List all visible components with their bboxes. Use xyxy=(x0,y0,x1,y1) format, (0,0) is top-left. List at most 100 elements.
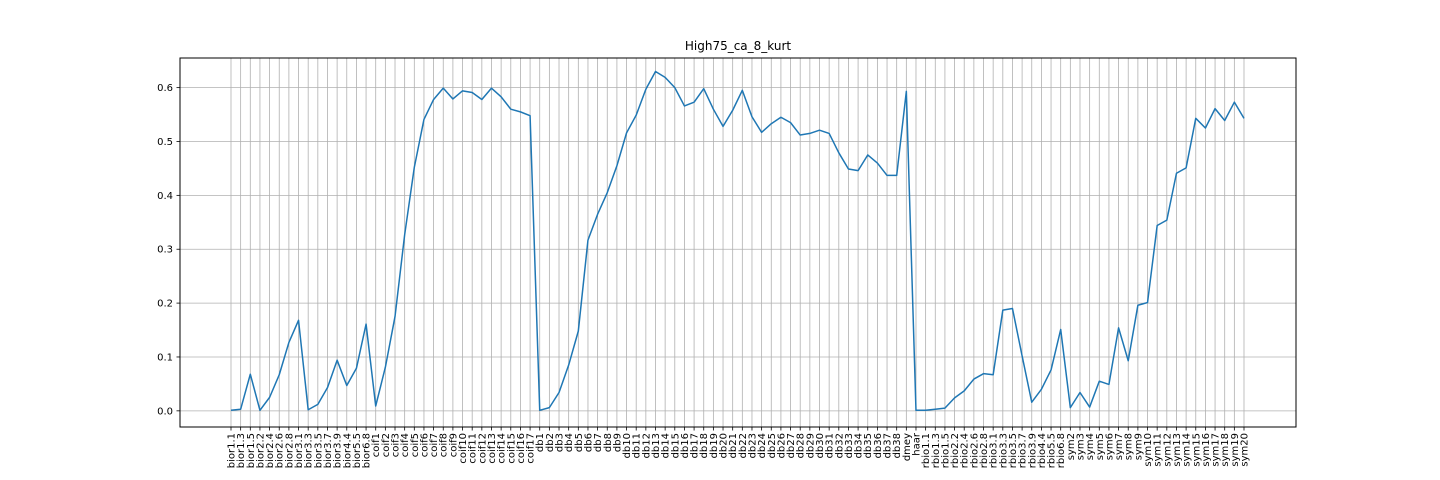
x-tick-label: db7 xyxy=(593,433,604,452)
x-tick-label: coif8 xyxy=(439,433,450,457)
x-tick-label: bior3.9 xyxy=(333,433,344,468)
x-tick-label: db18 xyxy=(699,433,710,458)
x-tick-label: db38 xyxy=(892,433,903,458)
y-tick-labels: 0.0 0.1 0.2 0.3 0.4 0.5 0.6 xyxy=(157,83,173,417)
x-tick-label: bior3.7 xyxy=(323,433,334,468)
x-tick-label: coif6 xyxy=(419,433,430,457)
series-layer xyxy=(230,70,1245,412)
y-tick-label: 0.2 xyxy=(157,299,173,310)
x-tick-label: db6 xyxy=(583,433,594,452)
x-tick-label: rbio2.8 xyxy=(979,433,990,468)
x-tick-label: db23 xyxy=(747,433,758,458)
x-tick-label: haar xyxy=(911,432,922,456)
x-tick-label: db11 xyxy=(632,433,643,458)
x-tick-label: db17 xyxy=(690,433,701,458)
x-tick-label: sym19 xyxy=(1230,433,1241,467)
x-tick-label: sym18 xyxy=(1220,433,1231,467)
x-tick-label: sym14 xyxy=(1182,433,1193,467)
x-tick-label: bior1.3 xyxy=(236,433,247,468)
x-tick-label: sym13 xyxy=(1172,433,1183,467)
x-tick-label: coif12 xyxy=(477,433,488,464)
x-tick-label: bior2.4 xyxy=(265,433,276,468)
x-tick-label: rbio3.3 xyxy=(998,433,1009,468)
x-tick-label: db25 xyxy=(767,433,778,458)
x-tick-label: coif17 xyxy=(526,433,537,464)
x-tick-label: sym5 xyxy=(1095,433,1106,460)
x-tick-label: bior4.4 xyxy=(342,433,353,468)
x-tick-label: sym16 xyxy=(1201,433,1212,467)
x-tick-label: db4 xyxy=(564,433,575,452)
x-tick-label: db20 xyxy=(719,433,730,458)
x-tick-label: db2 xyxy=(545,433,556,452)
x-tick-label: sym4 xyxy=(1085,433,1096,460)
y-tick-label: 0.3 xyxy=(157,245,173,256)
x-tick-label: coif9 xyxy=(448,433,459,457)
x-tick-label: db10 xyxy=(622,433,633,458)
x-tick-label: sym10 xyxy=(1143,433,1154,467)
x-tick-label: sym12 xyxy=(1162,433,1173,467)
axes-layer xyxy=(176,87,1245,431)
x-tick-label: sym17 xyxy=(1211,433,1222,467)
x-tick-label: db33 xyxy=(844,433,855,458)
x-tick-label: db16 xyxy=(680,433,691,458)
x-tick-label: db29 xyxy=(805,433,816,458)
y-tick-label: 0.6 xyxy=(157,83,173,94)
x-tick-label: db35 xyxy=(863,433,874,458)
x-tick-label: bior2.6 xyxy=(275,433,286,468)
x-tick-label: sym2 xyxy=(1066,433,1077,460)
x-tick-label: rbio2.6 xyxy=(969,433,980,468)
x-tick-label: db28 xyxy=(796,433,807,458)
x-tick-label: dmey xyxy=(902,433,913,461)
x-tick-label: coif14 xyxy=(497,433,508,464)
x-tick-labels: bior1.1bior1.3bior1.5bior2.2bior2.4bior2… xyxy=(227,432,1251,468)
plot-frame xyxy=(179,57,1297,428)
x-tick-label: sym20 xyxy=(1240,433,1251,467)
x-tick-label: coif13 xyxy=(487,433,498,464)
x-tick-label: bior2.8 xyxy=(284,433,295,468)
x-tick-label: coif3 xyxy=(391,433,402,457)
x-tick-label: rbio2.2 xyxy=(950,433,961,468)
x-tick-label: db24 xyxy=(757,433,768,458)
x-tick-label: db26 xyxy=(776,433,787,458)
x-tick-label: sym8 xyxy=(1124,433,1135,460)
x-tick-label: db19 xyxy=(709,433,720,458)
x-tick-label: coif16 xyxy=(516,433,527,464)
x-tick-label: rbio6.8 xyxy=(1056,433,1067,468)
x-tick-label: rbio1.3 xyxy=(931,433,942,468)
x-tick-label: rbio4.4 xyxy=(1037,433,1048,468)
x-tick-label: rbio1.5 xyxy=(940,433,951,468)
x-tick-label: db31 xyxy=(825,433,836,458)
x-tick-label: db13 xyxy=(651,433,662,458)
x-tick-label: rbio2.4 xyxy=(960,433,971,468)
x-tick-label: bior3.3 xyxy=(304,433,315,468)
x-tick-label: rbio3.5 xyxy=(1008,433,1019,468)
x-tick-label: coif1 xyxy=(371,433,382,457)
x-tick-label: db30 xyxy=(815,433,826,458)
x-tick-label: db27 xyxy=(786,433,797,458)
x-tick-label: rbio3.7 xyxy=(1018,433,1029,468)
x-tick-label: sym15 xyxy=(1191,433,1202,467)
x-tick-label: db5 xyxy=(574,433,585,452)
y-tick-label: 0.1 xyxy=(157,352,173,363)
x-tick-label: coif2 xyxy=(381,433,392,457)
x-tick-label: sym11 xyxy=(1153,433,1164,467)
x-tick-label: db9 xyxy=(612,433,623,452)
x-tick-label: db8 xyxy=(603,433,614,452)
x-tick-label: bior3.1 xyxy=(294,433,305,468)
x-tick-label: bior3.5 xyxy=(313,433,324,468)
x-tick-label: rbio5.5 xyxy=(1047,433,1058,468)
x-tick-label: rbio3.1 xyxy=(989,433,1000,468)
x-tick-label: db1 xyxy=(535,433,546,452)
x-tick-label: db12 xyxy=(641,433,652,458)
x-tick-label: sym6 xyxy=(1104,433,1115,460)
x-tick-label: bior6.8 xyxy=(362,433,373,468)
y-tick-label: 0.0 xyxy=(157,406,173,417)
x-tick-label: coif15 xyxy=(506,433,517,464)
x-tick-label: coif7 xyxy=(429,433,440,457)
x-tick-label: db34 xyxy=(854,433,865,458)
x-tick-label: db32 xyxy=(834,433,845,458)
series-line xyxy=(230,70,1245,412)
x-tick-label: sym7 xyxy=(1114,433,1125,460)
